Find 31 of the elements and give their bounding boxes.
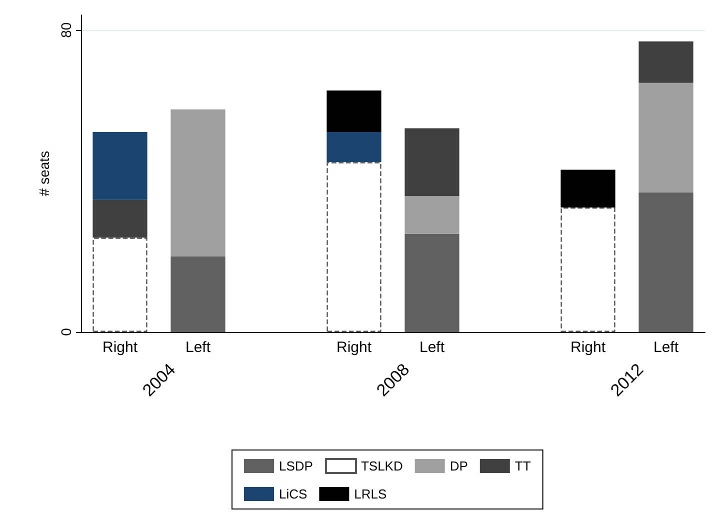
legend-label: LRLS [354,486,388,502]
bar [404,196,460,234]
bar [92,132,148,200]
x-tick-label: Left [653,339,680,356]
bar [170,256,226,332]
bar [638,192,694,332]
bar [404,128,460,196]
bar [92,200,148,238]
bar [638,82,694,192]
x-tick-label: Right [336,339,372,356]
bar [92,238,148,332]
legend-label: DP [450,458,468,474]
x-tick-label: Right [102,339,138,356]
bar [560,207,616,332]
bar [326,162,382,332]
bar [326,132,382,162]
legend-label: LiCS [279,486,308,502]
legend-label: TT [514,458,531,474]
legend-label: TSLKD [360,458,403,474]
bar [638,41,694,83]
y-axis-title: # seats [36,150,52,196]
legend-label: LSDP [279,458,313,474]
bar [326,90,382,132]
y-tick-label: 0 [58,328,74,336]
bar [404,234,460,332]
bar [170,109,226,257]
x-tick-label: Right [570,339,606,356]
y-tick-label: 80 [58,22,74,38]
x-tick-label: Left [185,339,212,356]
bar [560,170,616,208]
x-tick-label: Left [419,339,446,356]
